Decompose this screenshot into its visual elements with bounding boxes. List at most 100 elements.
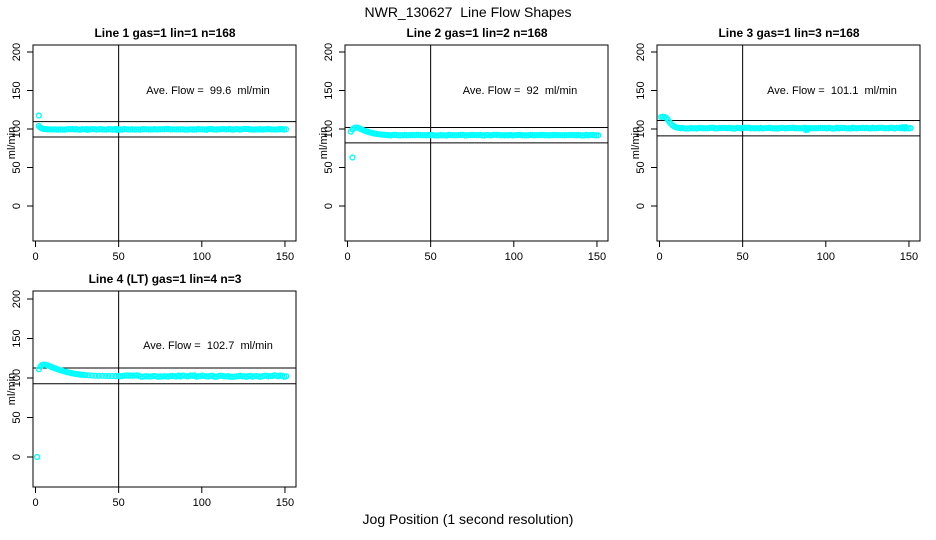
- x-tick-label: 50: [113, 497, 125, 509]
- data-point: [803, 125, 810, 132]
- plot-box: [32, 44, 297, 242]
- data-point: [447, 132, 454, 139]
- data-point: [893, 124, 900, 131]
- data-point: [395, 132, 402, 139]
- plot1-title: Line 1 gas=1 lin=1 n=168: [94, 26, 236, 40]
- data-point: [85, 126, 92, 133]
- x-tick-label: 0: [656, 251, 662, 263]
- data-point: [145, 126, 152, 133]
- plot4-y-axis-label: ml/min: [6, 372, 18, 406]
- plot2-y-axis-label: ml/min: [318, 126, 330, 160]
- plot4-title: Line 4 (LT) gas=1 lin=4 n=3: [88, 272, 242, 286]
- data-point: [715, 124, 723, 132]
- y-tick-label: 200: [635, 43, 647, 61]
- y-tick-label: 50: [323, 161, 335, 173]
- data-point: [108, 372, 116, 380]
- y-tick-label: 50: [11, 161, 23, 173]
- data-point: [85, 372, 92, 379]
- x-tick-label: 0: [344, 251, 350, 263]
- y-tick-label: 200: [11, 290, 23, 308]
- plot2-average-flow-annotation: Ave. Flow = 92 ml/min: [462, 85, 578, 97]
- data-point: [697, 125, 705, 132]
- data-point: [82, 371, 89, 379]
- data-point: [391, 131, 398, 139]
- y-tick-label: 150: [323, 81, 335, 99]
- y-tick-label: 100: [11, 369, 23, 387]
- data-point: [553, 132, 560, 139]
- y-tick-label: 200: [323, 43, 335, 61]
- data-point: [221, 373, 228, 380]
- data-point: [417, 132, 424, 139]
- data-point: [92, 372, 99, 379]
- data-point: [95, 372, 102, 379]
- x-tick-label: 50: [425, 251, 437, 263]
- plot-box: [32, 290, 297, 488]
- data-point: [282, 126, 290, 133]
- y-tick-label: 0: [635, 203, 647, 209]
- x-tick-label: 150: [276, 251, 294, 263]
- data-point: [557, 132, 564, 139]
- main-title: NWR_130627 Line Flow Shapes: [364, 4, 572, 20]
- y-tick-label: 100: [635, 120, 647, 138]
- data-point: [183, 126, 190, 133]
- data-point: [807, 125, 814, 132]
- data-point: [34, 453, 41, 461]
- x-tick-label: 150: [276, 497, 294, 509]
- data-point: [133, 126, 140, 133]
- data-point: [98, 372, 106, 379]
- y-tick-label: 100: [323, 120, 335, 138]
- x-tick-label: 50: [737, 251, 749, 263]
- data-point: [272, 126, 280, 133]
- x-tick-label: 0: [32, 251, 38, 263]
- plot1-average-flow-annotation: Ave. Flow = 99.6 ml/min: [146, 85, 270, 97]
- x-axis-label: Jog Position (1 second resolution): [362, 511, 574, 527]
- data-point: [461, 132, 468, 139]
- data-point: [141, 126, 148, 133]
- y-tick-label: 100: [11, 120, 23, 138]
- data-point: [523, 132, 530, 139]
- data-point: [413, 131, 420, 138]
- plot-box: [656, 44, 921, 242]
- data-point: [197, 126, 204, 133]
- data-point: [349, 154, 356, 161]
- plot1-y-axis-label: ml/min: [6, 126, 18, 160]
- data-point: [433, 132, 440, 139]
- data-point: [105, 372, 112, 380]
- data-point: [283, 373, 290, 380]
- data-point: [819, 124, 826, 132]
- data-point: [214, 126, 222, 133]
- y-tick-label: 150: [11, 81, 23, 99]
- x-tick-label: 100: [817, 251, 835, 263]
- data-point: [105, 126, 112, 133]
- x-tick-label: 100: [193, 497, 211, 509]
- plot3-title: Line 3 gas=1 lin=3 n=168: [718, 26, 860, 40]
- y-tick-label: 50: [11, 411, 23, 423]
- x-tick-label: 150: [588, 251, 606, 263]
- data-point: [595, 132, 602, 139]
- y-tick-label: 0: [323, 203, 335, 209]
- plot3-average-flow-annotation: Ave. Flow = 101.1 ml/min: [767, 85, 897, 97]
- x-tick-label: 100: [505, 251, 523, 263]
- data-point: [261, 372, 268, 379]
- y-tick-label: 150: [11, 329, 23, 347]
- data-point: [569, 131, 576, 139]
- data-point: [465, 131, 472, 139]
- data-point: [907, 125, 914, 132]
- y-tick-label: 50: [635, 161, 647, 173]
- data-point: [684, 125, 691, 132]
- plot2-title: Line 2 gas=1 lin=2 n=168: [406, 26, 548, 40]
- y-tick-label: 0: [11, 203, 23, 209]
- x-tick-label: 50: [113, 251, 125, 263]
- data-point: [167, 126, 174, 133]
- data-point: [163, 125, 170, 133]
- y-tick-label: 150: [635, 81, 647, 99]
- data-point: [855, 124, 862, 132]
- y-tick-label: 0: [11, 454, 23, 460]
- plot4-average-flow-annotation: Ave. Flow = 102.7 ml/min: [143, 340, 273, 352]
- data-point: [35, 112, 42, 119]
- data-point: [773, 125, 781, 132]
- x-tick-label: 100: [193, 251, 211, 263]
- data-point: [102, 372, 109, 380]
